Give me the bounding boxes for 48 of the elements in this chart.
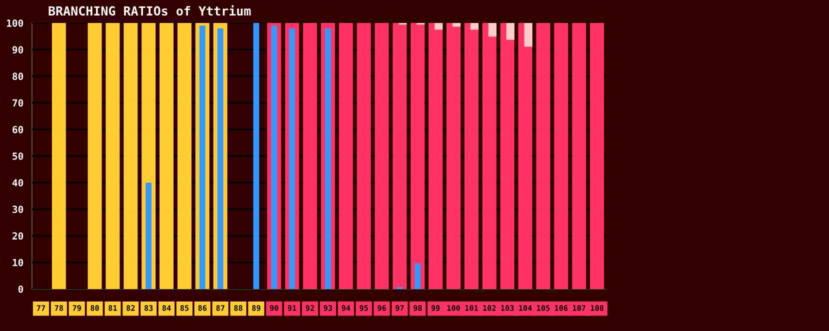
bar	[374, 23, 389, 289]
bar	[289, 28, 296, 289]
bar	[392, 23, 407, 289]
bar	[356, 23, 371, 289]
bar	[88, 23, 102, 289]
bar	[470, 23, 479, 30]
y-tick-label: 10	[12, 258, 24, 266]
bar	[506, 23, 514, 40]
y-tick-label: 40	[12, 179, 24, 186]
bar	[488, 23, 496, 37]
bar	[325, 28, 331, 289]
bar	[160, 23, 174, 289]
bar	[524, 23, 532, 47]
bar	[590, 23, 604, 289]
bar	[271, 26, 278, 289]
bar	[446, 23, 461, 289]
bar	[199, 26, 206, 289]
bar	[482, 23, 496, 289]
y-tick-label: 70	[12, 99, 24, 107]
bar	[52, 23, 66, 289]
y-tick-label: 60	[12, 126, 24, 134]
bar	[414, 263, 421, 289]
bar	[428, 23, 443, 289]
bar	[146, 182, 152, 289]
bar	[124, 23, 138, 289]
bar	[452, 23, 461, 27]
bar	[536, 23, 550, 289]
y-tick-label: 90	[12, 46, 24, 54]
y-tick-label: 80	[12, 72, 24, 80]
bar	[464, 23, 478, 289]
bar	[303, 23, 318, 289]
bar	[434, 23, 443, 30]
bar	[518, 23, 532, 289]
bar	[177, 23, 192, 289]
y-tick-label: 100	[7, 19, 24, 27]
y-tick-label: 20	[12, 232, 24, 240]
bar	[217, 28, 224, 289]
bar	[500, 23, 514, 289]
y-tick-label: 50	[12, 152, 24, 160]
bar	[554, 23, 568, 289]
bar	[338, 23, 353, 289]
bar	[410, 23, 425, 289]
bar	[572, 23, 586, 289]
y-tick-label: 30	[12, 206, 24, 214]
bar	[253, 23, 260, 289]
bar	[106, 23, 120, 289]
chart-title: BRANCHING RATIOs of Yttrium	[48, 5, 251, 16]
y-tick-label: 0	[18, 285, 24, 293]
